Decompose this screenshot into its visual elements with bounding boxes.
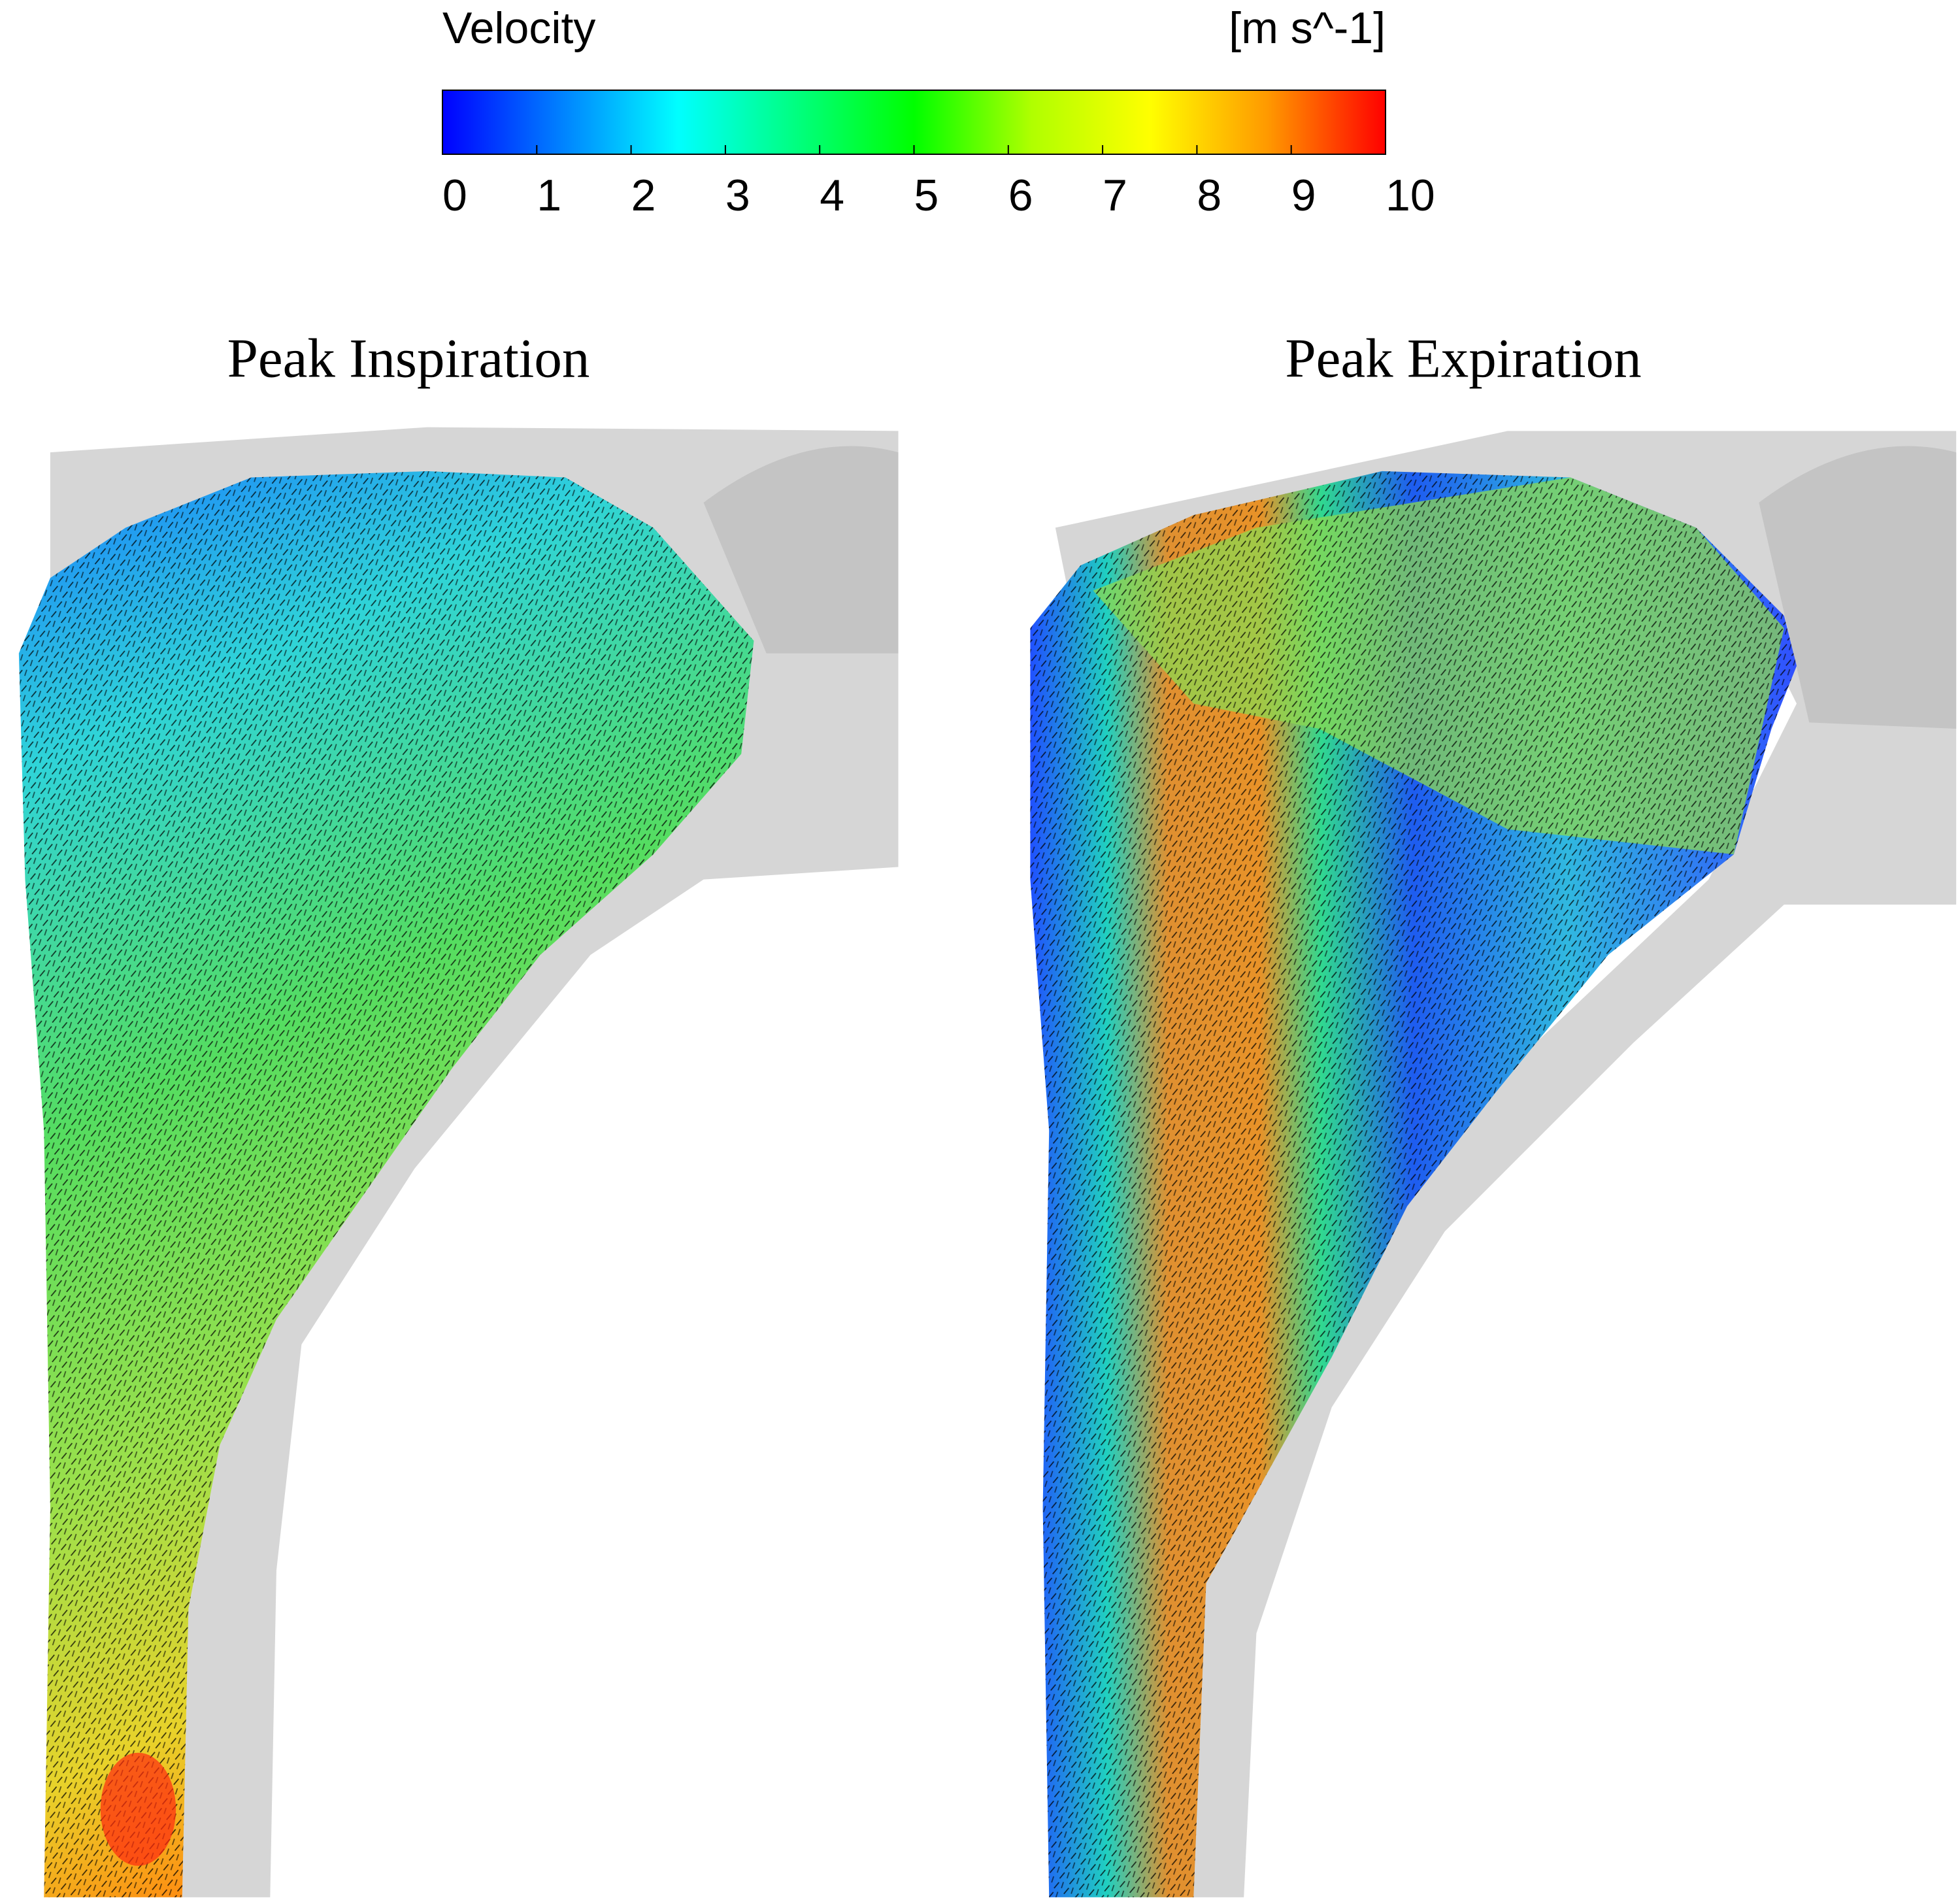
colorbar-unit: [m s^-1] xyxy=(1229,3,1386,53)
inspiration-panel xyxy=(18,427,899,1897)
colorbar-tick-label: 0 xyxy=(442,171,467,220)
airway-wall xyxy=(1759,446,1957,729)
colorbar-tick-label: 5 xyxy=(914,171,939,220)
colorbar-tick-label: 1 xyxy=(537,171,561,220)
airway-wall xyxy=(1055,431,1957,1897)
colorbar-tick-label: 6 xyxy=(1008,171,1033,220)
colorbar-tick-label: 10 xyxy=(1386,171,1435,220)
colorbar-gradient xyxy=(442,90,1386,155)
airway-wall xyxy=(703,446,899,654)
colorbar-tick-label: 7 xyxy=(1103,171,1127,220)
panel-title: Peak Expiration xyxy=(1285,328,1641,390)
colorbar-tick-label: 8 xyxy=(1197,171,1221,220)
colorbar-tick-label: 4 xyxy=(820,171,844,220)
colorbar-tick-label: 3 xyxy=(725,171,750,220)
velocity-vectors xyxy=(1030,471,1797,1897)
high-velocity-spot xyxy=(100,1752,176,1866)
colorbar: Velocity [m s^-1] 0 1 2 3 4 5 6 7 8 9 10 xyxy=(442,3,1435,220)
expiration-panel xyxy=(1030,431,1957,1897)
colorbar-tick-label: 2 xyxy=(631,171,656,220)
panel-title: Peak Inspiration xyxy=(227,328,590,390)
colorbar-title: Velocity xyxy=(442,3,595,53)
panels xyxy=(18,427,1957,1897)
velocity-vectors xyxy=(18,471,754,1897)
colorbar-tick-label: 9 xyxy=(1291,171,1316,220)
